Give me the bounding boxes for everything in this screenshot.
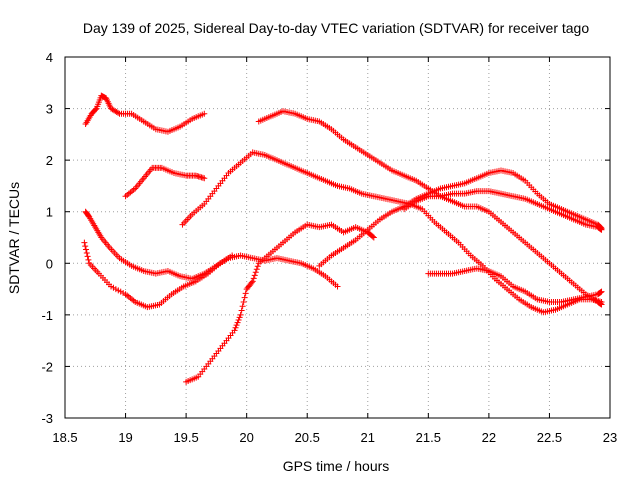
data-point <box>234 319 241 326</box>
series-s7 <box>183 221 377 385</box>
x-tick-label: 22 <box>482 430 496 445</box>
series-s9 <box>425 265 605 305</box>
data-point <box>240 298 247 305</box>
y-tick-label: 1 <box>46 205 53 220</box>
data-point <box>598 301 605 308</box>
x-tick-label: 20.5 <box>295 430 320 445</box>
data-point <box>251 272 258 279</box>
data-point <box>232 324 239 331</box>
data-point <box>201 110 208 117</box>
data-point <box>253 266 260 273</box>
data-point <box>82 243 89 250</box>
data-series <box>81 92 605 385</box>
x-tick-label: 18.5 <box>52 430 77 445</box>
data-point <box>252 269 259 276</box>
data-point <box>370 234 377 241</box>
data-point <box>115 109 122 116</box>
data-point <box>248 279 255 286</box>
x-tick-label: 19.5 <box>173 430 198 445</box>
y-tick-label: 4 <box>46 50 53 65</box>
series-s10 <box>401 188 605 233</box>
data-point <box>229 252 236 259</box>
series-s2 <box>122 164 208 200</box>
data-point <box>237 311 244 318</box>
data-point <box>236 314 243 321</box>
data-point <box>231 327 238 334</box>
series-s8 <box>316 167 605 269</box>
data-point <box>254 263 261 270</box>
data-point <box>239 303 246 310</box>
series-s1 <box>82 92 208 135</box>
data-point <box>238 307 245 314</box>
data-point <box>201 175 208 182</box>
data-point <box>241 294 248 301</box>
data-point <box>92 106 99 113</box>
grid <box>65 57 610 418</box>
y-tick-labels: 4 3 2 1 0 -1 -2 -3 <box>41 50 53 426</box>
plot-frame <box>64 56 611 419</box>
x-tick-labels: 18.5 19 19.5 20 20.5 21 21.5 22 22.5 23 <box>52 430 617 445</box>
y-tick-label: -3 <box>41 411 53 426</box>
x-tick-label: 21 <box>361 430 375 445</box>
x-tick-label: 23 <box>603 430 617 445</box>
series-s5 <box>179 149 605 316</box>
data-point <box>235 317 242 324</box>
data-point <box>242 290 249 297</box>
chart-title: Day 139 of 2025, Sidereal Day-to-day VTE… <box>83 20 590 36</box>
y-tick-label: -2 <box>41 359 53 374</box>
series-s3 <box>82 208 341 290</box>
y-tick-label: 0 <box>46 256 53 271</box>
data-point <box>369 233 376 240</box>
data-point <box>334 283 341 290</box>
data-point <box>598 226 605 233</box>
data-point <box>233 322 240 329</box>
data-point <box>82 246 89 253</box>
data-point <box>250 275 257 282</box>
data-point <box>84 253 91 260</box>
y-tick-label: 3 <box>46 102 53 117</box>
axis-ticks <box>64 56 611 419</box>
y-tick-label: 2 <box>46 153 53 168</box>
x-tick-label: 21.5 <box>416 430 441 445</box>
y-axis-label: SDTVAR / TECUs <box>6 182 22 294</box>
data-point <box>81 239 88 246</box>
x-tick-label: 19 <box>118 430 132 445</box>
data-point <box>83 249 90 256</box>
x-tick-label: 20 <box>239 430 253 445</box>
series-s6 <box>255 108 605 308</box>
x-axis-label: GPS time / hours <box>283 458 390 474</box>
data-point <box>85 256 92 263</box>
y-tick-label: -1 <box>41 308 53 323</box>
data-point <box>249 278 256 285</box>
series-s4 <box>81 239 236 311</box>
data-point <box>598 288 605 295</box>
x-tick-label: 22.5 <box>537 430 562 445</box>
